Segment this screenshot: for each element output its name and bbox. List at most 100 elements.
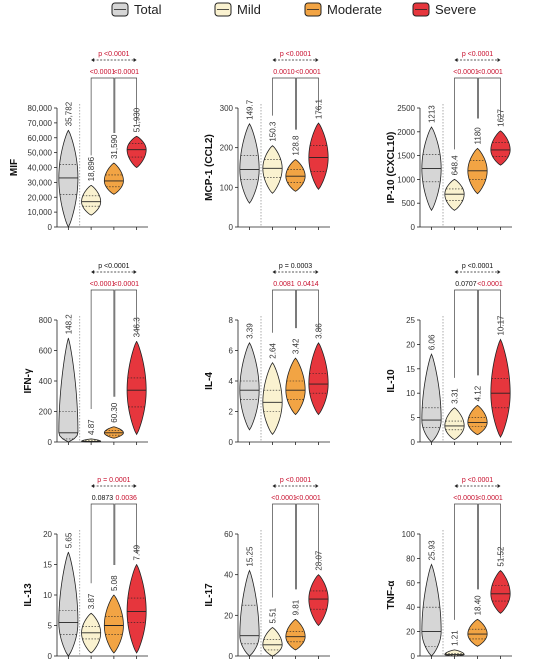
bracket-moderate-severe (478, 289, 501, 376)
sig-label-top: p <0.0001 (280, 51, 311, 58)
violin-severe: 10.17 (490, 315, 511, 438)
y-tick-label: 20 (406, 628, 415, 637)
panels: 0 10,000 20,000 30,000 40,000 50,000 60,000 70,… (9, 51, 512, 661)
sig-arrowhead (497, 484, 501, 488)
sig-label-top: p <0.0001 (462, 263, 493, 270)
violin-total: 6.06 (421, 334, 442, 443)
value-label-total: 148.2 (64, 314, 73, 335)
y-axis-label: IL-13 (23, 583, 34, 607)
violin-mild: 18,896 (81, 156, 102, 216)
y-tick-label: 0 (229, 438, 234, 447)
legend-label-mild: Mild (237, 2, 261, 17)
significance: <0.0001<0.0001 p <0.0001 (453, 51, 503, 150)
y-tick-label: 800 (39, 316, 53, 325)
value-label-moderate: 18.40 (474, 595, 483, 616)
y-tick-label: 0 (48, 438, 53, 447)
y-tick-label: 20 (43, 530, 52, 539)
violin-severe: 1627 (490, 109, 511, 166)
sig-label-right: <0.0001 (114, 69, 140, 76)
violin-moderate: 128.8 (285, 135, 306, 192)
y-tick-label: 0 (411, 652, 416, 661)
violin-body-moderate (467, 618, 488, 647)
sig-label-right: <0.0001 (295, 69, 321, 76)
violin-body-severe (126, 135, 147, 168)
value-label-severe: 10.17 (497, 315, 506, 336)
violin-mild: 648.4 (444, 155, 465, 211)
value-label-total: 6.06 (428, 334, 437, 350)
y-tick-label: 40,000 (28, 164, 53, 173)
violin-body-mild (262, 361, 283, 436)
bracket-mild-moderate (272, 503, 296, 598)
y-tick-label: 4 (229, 377, 234, 386)
value-label-severe: 176.1 (315, 99, 324, 120)
y-tick-label: 100 (402, 530, 416, 539)
y-tick-label: 8 (229, 316, 234, 325)
sig-arrowhead (454, 484, 458, 488)
panel-il-17: 0204060IL-1715.255.519.8128.07<0.0001<0.… (204, 477, 330, 661)
sig-arrowhead (454, 58, 458, 62)
y-tick-label: 15 (406, 365, 415, 374)
violin-total: 1213 (421, 105, 442, 212)
sig-arrowhead (272, 58, 276, 62)
y-tick-label: 600 (39, 347, 53, 356)
violin-moderate: 5.08 (103, 575, 124, 654)
violin-body-severe (308, 574, 329, 627)
value-label-mild: 648.4 (451, 155, 460, 176)
bracket-mild-moderate (90, 503, 115, 584)
y-tick-label: 10 (43, 591, 52, 600)
violin-body-total (58, 337, 79, 443)
bracket-mild-moderate (272, 289, 296, 333)
violin-severe: 51,930 (126, 107, 147, 168)
violin-mild: 3.87 (81, 593, 102, 654)
bracket-mild-moderate (454, 77, 478, 150)
y-axis-label: MIF (9, 159, 20, 176)
violin-body-severe (490, 130, 511, 166)
significance: 0.0081 0.0414 p = 0.0003 (272, 263, 319, 333)
violin-body-moderate (285, 159, 306, 192)
y-tick-label: 400 (39, 377, 53, 386)
y-tick-label: 1000 (397, 175, 415, 184)
legend-label-total: Total (134, 2, 162, 17)
y-tick-label: 0 (229, 223, 234, 232)
sig-label-top: p <0.0001 (280, 477, 311, 484)
sig-arrowhead (133, 58, 137, 62)
violin-body-severe (490, 338, 511, 438)
value-label-moderate: 9.81 (292, 599, 301, 615)
bracket-mild-moderate (90, 77, 115, 156)
bracket-moderate-severe (296, 77, 319, 130)
sig-label-right: <0.0001 (477, 69, 503, 76)
violin-moderate: 18.40 (467, 595, 488, 647)
violin-severe: 176.1 (308, 99, 329, 190)
y-tick-label: 40 (406, 603, 415, 612)
sig-label-left: 0.0010 (273, 69, 295, 76)
sig-arrowhead (497, 58, 501, 62)
y-axis-label: TNF-α (386, 580, 397, 610)
sig-arrowhead (272, 484, 276, 488)
violin-moderate: 3.42 (285, 338, 306, 416)
violin-mild: 2.64 (262, 343, 283, 436)
y-tick-label: 10 (406, 389, 415, 398)
value-label-total: 149.7 (246, 99, 255, 120)
y-axis-label: IL-17 (204, 583, 215, 607)
y-tick-label: 0 (48, 652, 53, 661)
violin-mild: 3.31 (444, 388, 465, 441)
sig-arrowhead (91, 484, 95, 488)
y-tick-label: 5 (48, 622, 53, 631)
sig-arrowhead (133, 484, 137, 488)
significance: 0.0707 <0.0001 p <0.0001 (454, 263, 503, 378)
sig-label-top: p <0.0001 (462, 477, 493, 484)
violin-body-total (239, 123, 260, 204)
value-label-mild: 150.3 (269, 121, 278, 142)
violin-body-total (58, 129, 79, 228)
sig-label-right: 0.0036 (116, 495, 138, 502)
violin-severe: 346.3 (126, 317, 147, 436)
y-axis-label: IP-10 (CXCL10) (386, 132, 397, 204)
sig-label-left: <0.0001 (271, 495, 297, 502)
violin-body-severe (490, 570, 511, 614)
violin-mild: 4.87 (81, 419, 102, 443)
sig-label-left: <0.0001 (90, 281, 116, 288)
violin-body-severe (126, 564, 147, 654)
value-label-moderate: 1180 (474, 127, 483, 145)
